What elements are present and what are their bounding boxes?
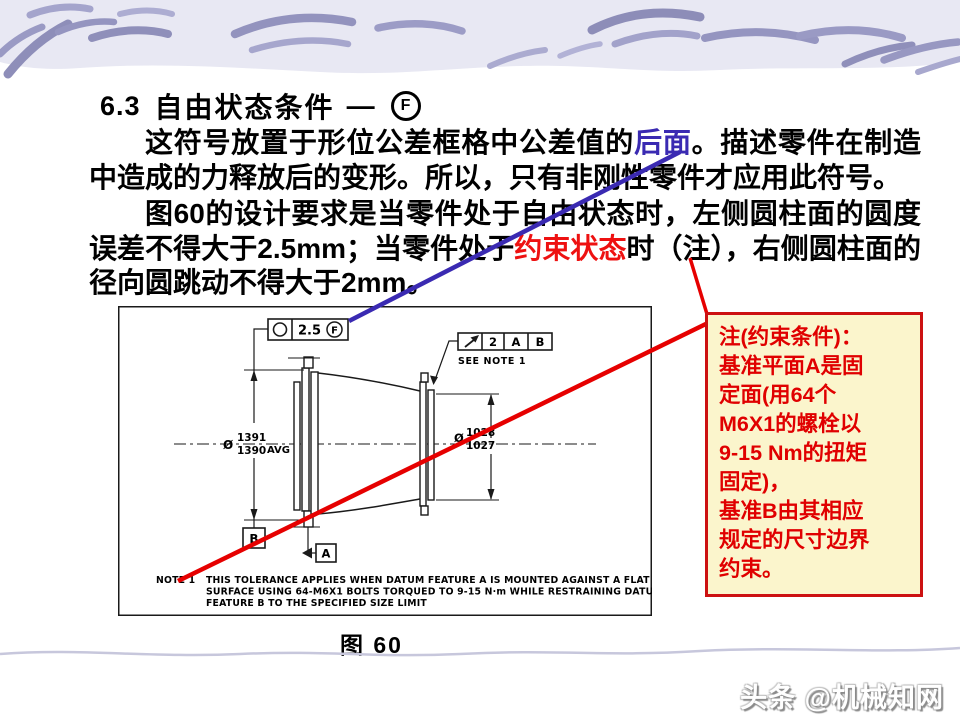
svg-text:B: B (249, 532, 258, 546)
see-note-label: SEE NOTE 1 (458, 356, 526, 367)
bottom-wave-divider (0, 646, 960, 657)
note-box-line: 规定的尺寸边界 (719, 528, 870, 552)
dim-right-upper: 1028 (466, 427, 495, 439)
highlight-constrained-state: 约束状态 (514, 232, 627, 264)
fcf2-datum1: A (512, 335, 521, 349)
watermark: 头条 @机械知网 (740, 683, 944, 713)
fcf1-tolerance: 2.5 (298, 324, 321, 339)
note-box-line: 注(约束条件)： (719, 325, 863, 349)
paragraph-1: 这符号放置于形位公差框格中公差值的后面。描述零件在制造中造成的力释放后的变形。所… (89, 126, 921, 195)
dim-left-avg: AVG (267, 445, 290, 456)
dim-left-upper: 1391 (237, 432, 266, 444)
part-left-flange (293, 356, 319, 528)
note-box-line: 固定)， (719, 470, 791, 494)
body-text: 这符号放置于形位公差框格中公差值的后面。描述零件在制造中造成的力释放后的变形。所… (89, 126, 921, 301)
free-state-symbol-icon: F (390, 91, 421, 121)
note-box-line: 9-15 Nm的扭矩 (719, 441, 868, 465)
dim-left-dia: Ø (223, 438, 233, 452)
figure-panel: 2.5 F Ø 1391 1390 AVG B 2 A B SEE NOTE 1 (118, 306, 652, 617)
dim-left-lower: 1390 (237, 445, 266, 457)
note-box-line: 基准平面A是固 (719, 354, 864, 378)
svg-text:A: A (322, 547, 331, 561)
note-box-line: 基准B由其相应 (719, 499, 864, 523)
fcf2-tolerance: 2 (489, 335, 497, 349)
dim-right-dia: Ø (454, 431, 464, 445)
highlight-backside: 后面 (634, 127, 692, 158)
decorative-top-band (0, 0, 960, 79)
title-dash: — (346, 90, 375, 121)
drawing-border (118, 306, 652, 616)
brush-strokes (0, 3, 960, 79)
note-line-1: THIS TOLERANCE APPLIES WHEN DATUM FEATUR… (206, 575, 650, 586)
note-line-3: FEATURE B TO THE SPECIFIED SIZE LIMIT (206, 598, 427, 609)
dim-right-lower: 1027 (466, 440, 495, 452)
page-title: 6.3 自由状态条件 — F (100, 86, 421, 126)
section-number: 6.3 (100, 90, 141, 121)
note-box-line: M6X1的螺栓以 (719, 412, 862, 436)
paragraph-2: 图60的设计要求是当零件处于自由状态时，左侧圆柱面的圆度误差不得大于2.5mm；… (89, 197, 921, 301)
note-line-2: SURFACE USING 64-M6X1 BOLTS TORQUED TO 9… (206, 587, 652, 598)
note-box-line: 约束。 (719, 557, 784, 581)
technical-drawing: 2.5 F Ø 1391 1390 AVG B 2 A B SEE NOTE 1 (118, 306, 652, 616)
fcf1-modifier: F (331, 326, 338, 337)
note-box-line: 定面(用64个 (719, 383, 837, 407)
para1-pre: 这符号放置于形位公差框格中公差值的 (145, 127, 635, 158)
note-label: NOTE 1 (156, 575, 195, 586)
title-text: 自由状态条件 (154, 92, 335, 123)
fcf2-datum2: B (536, 335, 545, 349)
constraint-note-box: 注(约束条件)： 基准平面A是固 定面(用64个 M6X1的螺栓以 9-15 N… (705, 312, 923, 597)
